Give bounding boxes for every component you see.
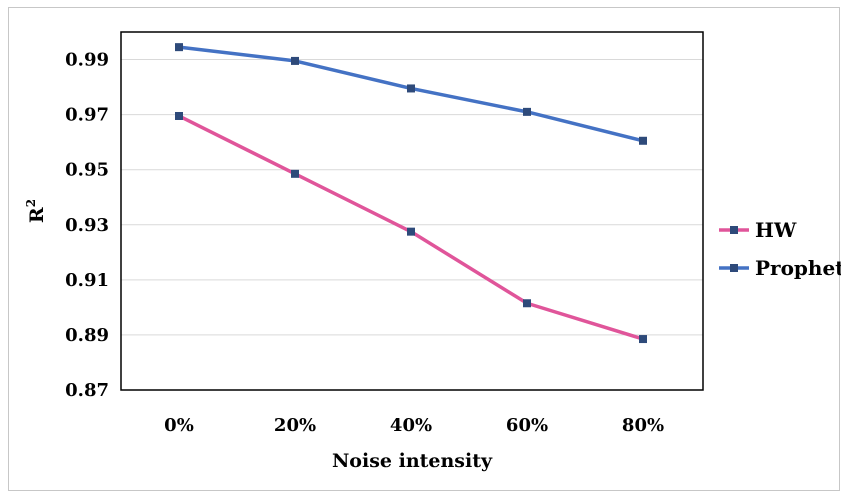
y-tick-label: 0.99 bbox=[65, 50, 109, 71]
y-tick-label: 0.93 bbox=[65, 215, 109, 236]
legend-swatch-marker bbox=[730, 264, 738, 272]
series-line-prophet bbox=[177, 45, 645, 143]
series-hw bbox=[175, 111, 647, 344]
y-tick-label: 0.89 bbox=[65, 325, 109, 346]
x-tick-label: 40% bbox=[390, 415, 432, 436]
x-tick-label: 20% bbox=[274, 415, 316, 436]
legend-item-hw: HW bbox=[719, 218, 797, 242]
x-axis-ticks: 0% 20% 40% 60% 80% bbox=[164, 415, 664, 436]
gridlines bbox=[121, 59, 703, 336]
legend-swatch-marker bbox=[730, 226, 738, 234]
y-tick-label: 0.87 bbox=[65, 380, 109, 401]
y-tick-label: 0.95 bbox=[65, 160, 109, 181]
data-point-hw bbox=[407, 227, 415, 236]
y-axis-title: R2 bbox=[24, 199, 48, 223]
y-axis-title-superscript: 2 bbox=[24, 199, 38, 207]
data-point-hw bbox=[291, 169, 299, 178]
y-tick-label: 0.97 bbox=[65, 105, 109, 126]
y-axis-title-base: R bbox=[26, 207, 48, 223]
y-tick-label: 0.91 bbox=[65, 270, 109, 291]
data-point-prophet bbox=[407, 84, 415, 93]
data-point-prophet bbox=[291, 56, 299, 65]
data-point-prophet bbox=[639, 136, 647, 145]
plot-area bbox=[120, 31, 704, 391]
legend-label: Prophet bbox=[755, 256, 841, 280]
legend: HW Prophet bbox=[719, 218, 841, 280]
data-point-hw bbox=[639, 335, 647, 344]
series-line-hw bbox=[177, 114, 645, 341]
series-layer bbox=[175, 43, 647, 344]
x-tick-label: 80% bbox=[622, 415, 664, 436]
legend-item-prophet: Prophet bbox=[719, 256, 841, 280]
x-tick-label: 60% bbox=[506, 415, 548, 436]
y-axis-ticks: 0.87 0.89 0.91 0.93 0.95 0.97 0.99 bbox=[65, 50, 109, 401]
chart-frame: 0.87 0.89 0.91 0.93 0.95 0.97 0.99 0% 20% 40% 60%… bbox=[8, 7, 841, 491]
x-tick-label: 0% bbox=[164, 415, 194, 436]
data-point-hw bbox=[175, 111, 183, 120]
x-axis-title: Noise intensity bbox=[332, 450, 493, 472]
series-prophet bbox=[175, 43, 647, 145]
legend-label: HW bbox=[755, 218, 797, 242]
line-chart: 0.87 0.89 0.91 0.93 0.95 0.97 0.99 0% 20% 40% 60%… bbox=[24, 31, 841, 472]
data-point-prophet bbox=[175, 43, 183, 52]
data-point-hw bbox=[523, 299, 531, 308]
data-point-prophet bbox=[523, 107, 531, 116]
